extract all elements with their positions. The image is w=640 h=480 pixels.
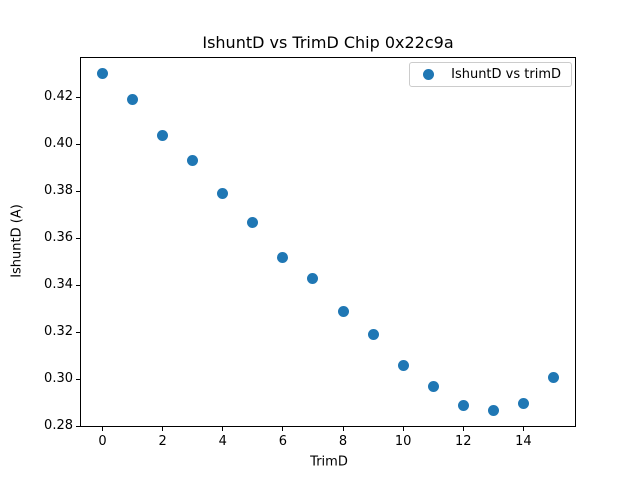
plot-area: [80, 57, 576, 427]
y-tick: [76, 190, 80, 192]
y-tick-label: 0.42: [44, 88, 73, 104]
legend-marker-icon: [423, 69, 435, 80]
y-tick: [76, 284, 80, 286]
x-tick: [402, 427, 404, 431]
data-point: [487, 404, 499, 416]
y-tick-label: 0.38: [44, 182, 73, 198]
data-point: [427, 381, 439, 393]
x-tick: [102, 427, 104, 431]
x-tick-label: 14: [515, 434, 532, 449]
x-tick: [342, 427, 344, 431]
data-point: [157, 129, 169, 141]
x-tick-label: 2: [158, 434, 167, 449]
y-tick-label: 0.36: [44, 229, 73, 245]
data-point: [307, 272, 319, 284]
y-tick: [76, 96, 80, 98]
y-tick: [76, 426, 80, 428]
chart-title: IshuntD vs TrimD Chip 0x22c9a: [202, 33, 454, 52]
data-point: [457, 399, 469, 411]
x-tick: [462, 427, 464, 431]
y-tick: [76, 379, 80, 381]
y-tick-label: 0.30: [44, 371, 73, 387]
x-tick: [222, 427, 224, 431]
data-point: [337, 305, 349, 317]
data-point: [517, 397, 529, 409]
y-tick: [76, 237, 80, 239]
data-point: [547, 371, 559, 383]
data-point: [217, 188, 229, 200]
data-point: [127, 94, 139, 106]
data-point: [247, 216, 259, 228]
data-point: [277, 251, 289, 263]
y-tick-label: 0.28: [44, 418, 73, 434]
x-axis-label: TrimD: [310, 454, 348, 470]
data-point: [397, 359, 409, 371]
y-tick-label: 0.32: [44, 324, 73, 339]
x-tick-label: 8: [338, 434, 348, 449]
x-tick: [522, 427, 524, 431]
y-tick-label: 0.34: [44, 276, 73, 292]
x-tick-label: 4: [218, 434, 227, 449]
x-tick-label: 12: [454, 434, 472, 449]
data-point: [367, 329, 379, 341]
x-tick: [162, 427, 164, 431]
y-tick-label: 0.40: [44, 135, 73, 151]
y-axis-label: IshuntD (A): [9, 204, 25, 278]
y-tick: [76, 143, 80, 145]
data-point: [187, 155, 199, 167]
x-tick-label: 10: [394, 434, 412, 449]
x-tick: [282, 427, 284, 431]
legend: IshuntD vs trimD: [409, 62, 572, 87]
data-point: [97, 68, 109, 80]
x-tick-label: 6: [278, 434, 288, 449]
y-tick: [76, 332, 80, 333]
legend-label: IshuntD vs trimD: [451, 67, 561, 82]
x-tick-label: 0: [98, 434, 107, 449]
